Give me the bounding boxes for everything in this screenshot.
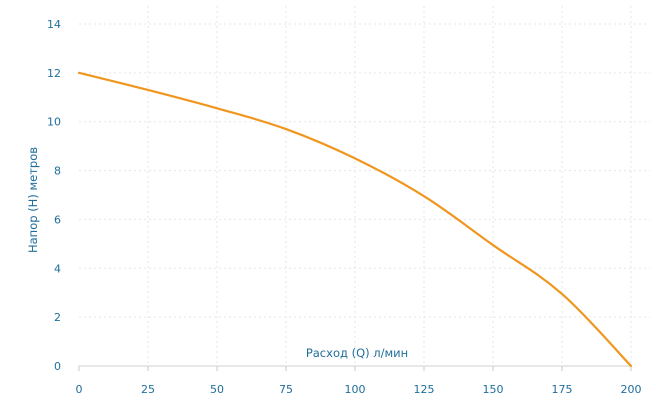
series	[77, 71, 633, 368]
axes	[78, 365, 632, 371]
x-tick-label: 100	[345, 383, 366, 396]
series-line	[77, 71, 633, 368]
x-axis-title: Расход (Q) л/мин	[306, 346, 408, 360]
x-tick-label: 75	[279, 383, 293, 396]
x-tick-labels: 0 25 50 75 100 125 150 175 200	[76, 383, 642, 396]
x-tick-label: 0	[76, 383, 83, 396]
y-tick-label: 14	[47, 18, 61, 31]
y-tick-labels: 0 2 4 6 8 10 12 14	[47, 18, 61, 373]
x-tick-label: 50	[210, 383, 224, 396]
y-axis-title: Напор (H) метров	[26, 147, 40, 253]
y-tick-label: 4	[54, 262, 61, 275]
y-tick-label: 8	[54, 165, 61, 178]
y-tick-label: 6	[54, 213, 61, 226]
grid	[79, 6, 650, 366]
x-tick-label: 150	[483, 383, 504, 396]
y-tick-label: 2	[54, 311, 61, 324]
y-tick-label: 0	[54, 360, 61, 373]
x-tick-label: 200	[621, 383, 642, 396]
y-tick-label: 10	[47, 116, 61, 129]
x-tick-label: 25	[141, 383, 155, 396]
y-tick-label: 12	[47, 67, 61, 80]
x-tick-label: 175	[552, 383, 573, 396]
x-tick-label: 125	[414, 383, 435, 396]
